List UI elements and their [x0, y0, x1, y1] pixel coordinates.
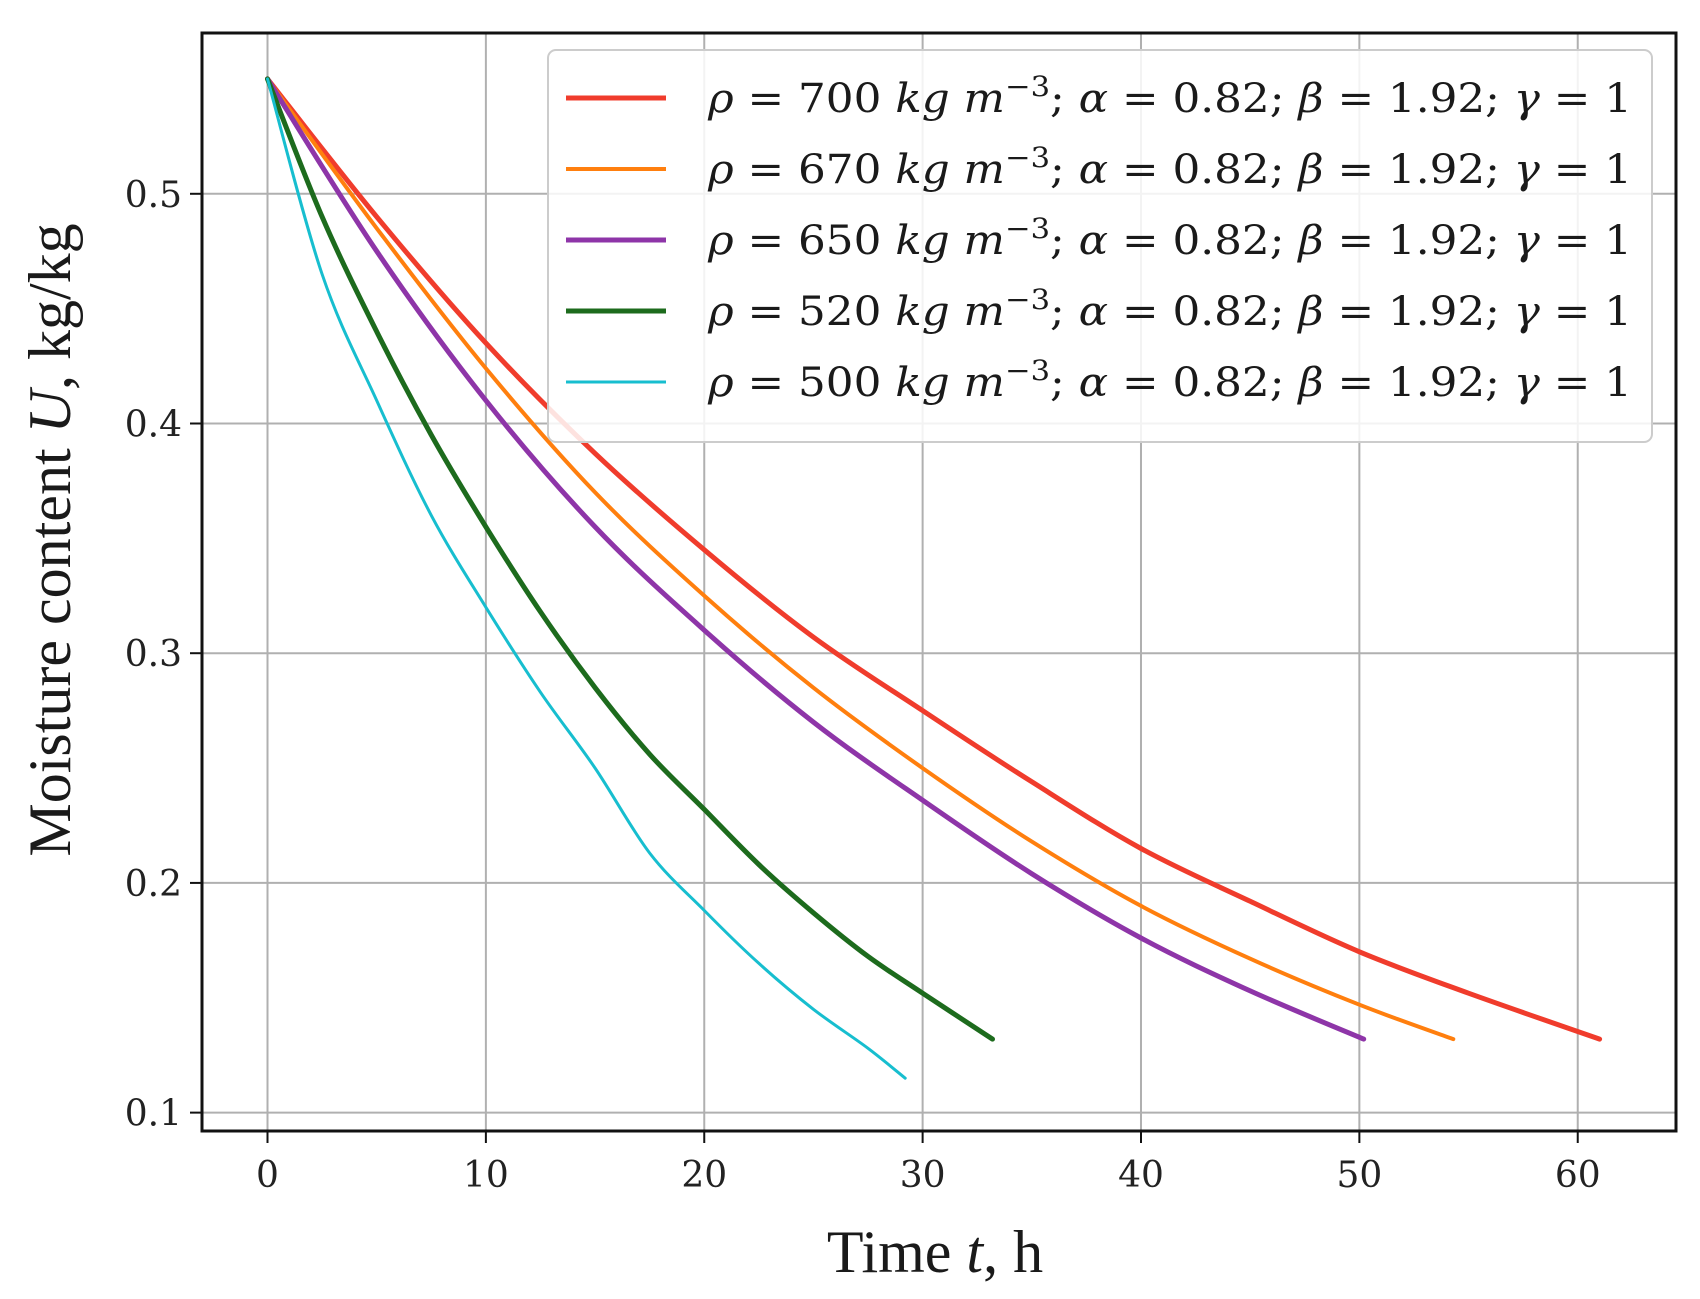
legend-entry-rho-700: ρ = 700 kg m −3; α = 0.82; β = 1.92; γ = … — [707, 70, 1632, 123]
x-tick-label: 10 — [463, 1155, 509, 1196]
y-tick-label: 0.4 — [125, 405, 182, 446]
plot-frame — [200, 31, 1678, 1133]
y-axis-title-variable: U — [17, 386, 83, 433]
x-axis-title-prefix: Time — [827, 1219, 967, 1285]
x-axis-title-suffix: , h — [983, 1219, 1043, 1285]
legend-entry-rho-500: ρ = 500 kg m −3; α = 0.82; β = 1.92; γ = … — [707, 354, 1632, 407]
y-axis-title: Moisture content U, kg/kg — [17, 223, 83, 856]
y-tick-label: 0.3 — [125, 634, 182, 675]
axis-ticks: 0 10 20 30 40 50 60 0.1 0.2 0.3 0.4 0.5 — [125, 175, 1601, 1196]
x-tick-label: 0 — [256, 1155, 279, 1196]
series-line-rho-500 — [266, 77, 907, 1080]
x-tick-label: 60 — [1555, 1155, 1601, 1196]
legend-box — [547, 49, 1653, 443]
x-tick-label: 50 — [1336, 1155, 1382, 1196]
y-axis-title-prefix: Moisture content — [17, 433, 83, 856]
y-tick-label: 0.2 — [125, 864, 182, 905]
series-line-rho-700 — [265, 76, 1603, 1042]
legend-entry-rho-650: ρ = 650 kg m −3; α = 0.82; β = 1.92; γ = … — [707, 212, 1632, 265]
legend-entry-rho-670: ρ = 670 kg m −3; α = 0.82; β = 1.92; γ = … — [707, 141, 1632, 194]
x-tick-label: 30 — [900, 1155, 946, 1196]
y-tick-label: 0.5 — [125, 175, 182, 216]
series-line-rho-650 — [265, 76, 1367, 1042]
y-axis-title-suffix: , kg/kg — [17, 223, 83, 390]
x-tick-label: 20 — [681, 1155, 727, 1196]
x-axis-title: Time t, h — [827, 1219, 1043, 1285]
x-axis-title-variable: t — [966, 1219, 984, 1285]
legend: ρ = 700 kg m −3; α = 0.82; β = 1.92; γ = … — [547, 49, 1653, 443]
series-line-rho-670 — [265, 76, 1456, 1042]
series-lines — [265, 76, 1603, 1080]
series-line-rho-520 — [265, 76, 995, 1042]
y-tick-label: 0.1 — [125, 1094, 182, 1135]
x-tick-label: 40 — [1118, 1155, 1164, 1196]
legend-entry-rho-520: ρ = 520 kg m −3; α = 0.82; β = 1.92; γ = … — [707, 283, 1632, 336]
